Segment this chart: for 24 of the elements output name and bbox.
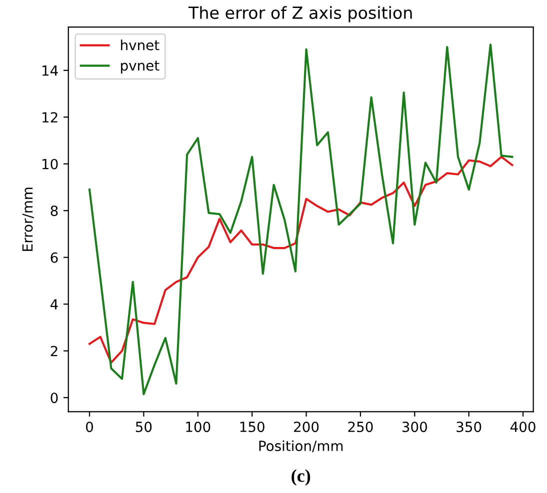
legend-label: pvnet bbox=[121, 60, 160, 74]
y-tick-label: 0 bbox=[50, 392, 58, 404]
y-tick-label: 10 bbox=[42, 158, 58, 170]
x-axis-title: Position/mm bbox=[259, 440, 343, 452]
x-tick-label: 100 bbox=[186, 422, 210, 432]
x-tick-label: 400 bbox=[510, 422, 536, 432]
line-series bbox=[88, 156, 514, 364]
y-tick-label: 6 bbox=[50, 252, 58, 263]
x-tick-label: 200 bbox=[294, 422, 319, 432]
x-tick-label: 150 bbox=[240, 422, 264, 432]
y-axis-title: Error/mm bbox=[22, 188, 34, 251]
x-tick-label: 250 bbox=[348, 422, 373, 432]
legend-label: hvnet bbox=[121, 40, 160, 50]
y-tick-label: 14 bbox=[42, 66, 58, 76]
x-tick-label: 0 bbox=[86, 422, 94, 432]
y-tick-label: 8 bbox=[50, 206, 58, 216]
y-tick-label: 4 bbox=[50, 299, 58, 310]
y-tick-label: 2 bbox=[50, 346, 58, 356]
x-tick-label: 350 bbox=[456, 422, 482, 432]
chart-title: The error of Z axis position bbox=[188, 6, 412, 22]
x-tick-label: 50 bbox=[136, 422, 152, 432]
text: (c) bbox=[292, 469, 310, 486]
y-tick-label: 12 bbox=[42, 112, 58, 122]
x-tick-label: 300 bbox=[402, 422, 427, 432]
